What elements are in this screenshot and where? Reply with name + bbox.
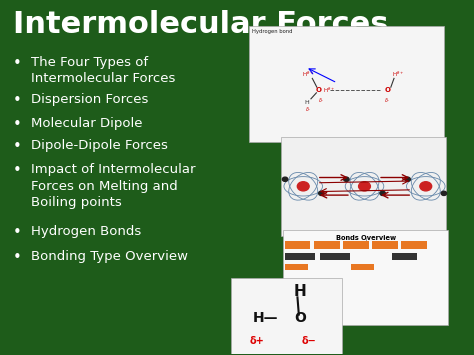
- Text: δ+: δ+: [249, 335, 264, 346]
- Text: •: •: [13, 139, 21, 154]
- Text: Dipole-Dipole Forces: Dipole-Dipole Forces: [31, 139, 168, 152]
- Text: Intermolecular Forces: Intermolecular Forces: [13, 10, 388, 39]
- Text: H: H: [293, 284, 306, 299]
- Circle shape: [319, 191, 324, 196]
- FancyBboxPatch shape: [401, 241, 427, 248]
- Text: Bonds Overview: Bonds Overview: [336, 235, 396, 241]
- Circle shape: [359, 182, 370, 191]
- Text: Dispersion Forces: Dispersion Forces: [31, 93, 148, 106]
- Text: $\delta$-: $\delta$-: [305, 105, 312, 113]
- Circle shape: [405, 177, 410, 181]
- Text: Molecular Dipole: Molecular Dipole: [31, 117, 142, 130]
- Text: O: O: [316, 87, 322, 93]
- Circle shape: [297, 182, 309, 191]
- FancyBboxPatch shape: [314, 241, 339, 248]
- FancyBboxPatch shape: [285, 264, 308, 270]
- Text: O: O: [384, 87, 390, 93]
- Text: H$^{\delta+}$: H$^{\delta+}$: [392, 70, 405, 79]
- FancyBboxPatch shape: [343, 241, 369, 248]
- FancyBboxPatch shape: [283, 230, 448, 326]
- Text: H—: H—: [253, 311, 278, 325]
- Text: $\delta$-: $\delta$-: [384, 96, 391, 104]
- Text: •: •: [13, 250, 21, 265]
- Text: O: O: [294, 311, 306, 325]
- Text: The Four Types of
Intermolecular Forces: The Four Types of Intermolecular Forces: [31, 56, 175, 86]
- Text: •: •: [13, 56, 21, 71]
- Text: •: •: [13, 117, 21, 132]
- Circle shape: [380, 191, 385, 196]
- FancyBboxPatch shape: [351, 264, 374, 270]
- Text: Hydrogen Bonds: Hydrogen Bonds: [31, 225, 141, 238]
- Circle shape: [344, 177, 349, 181]
- FancyBboxPatch shape: [281, 137, 446, 236]
- Text: H: H: [304, 100, 309, 105]
- FancyBboxPatch shape: [285, 253, 315, 260]
- FancyBboxPatch shape: [231, 278, 342, 354]
- Text: H$^{\delta+}$: H$^{\delta+}$: [301, 70, 314, 79]
- FancyBboxPatch shape: [249, 26, 444, 142]
- Text: •: •: [13, 93, 21, 108]
- Text: Hydrogen bond: Hydrogen bond: [252, 29, 293, 34]
- Text: •: •: [13, 225, 21, 240]
- Circle shape: [441, 191, 447, 196]
- FancyBboxPatch shape: [320, 253, 350, 260]
- FancyBboxPatch shape: [285, 241, 310, 248]
- Text: Impact of Intermolecular
Forces on Melting and
Boiling points: Impact of Intermolecular Forces on Melti…: [31, 163, 195, 209]
- FancyBboxPatch shape: [372, 241, 398, 248]
- Text: δ−: δ−: [301, 335, 316, 346]
- Circle shape: [420, 182, 432, 191]
- Text: Bonding Type Overview: Bonding Type Overview: [31, 250, 188, 263]
- Text: $\delta$-: $\delta$-: [318, 96, 325, 104]
- FancyBboxPatch shape: [392, 253, 417, 260]
- Text: H$^{\delta+}$: H$^{\delta+}$: [323, 85, 335, 95]
- Text: •: •: [13, 163, 21, 179]
- Circle shape: [283, 177, 288, 181]
